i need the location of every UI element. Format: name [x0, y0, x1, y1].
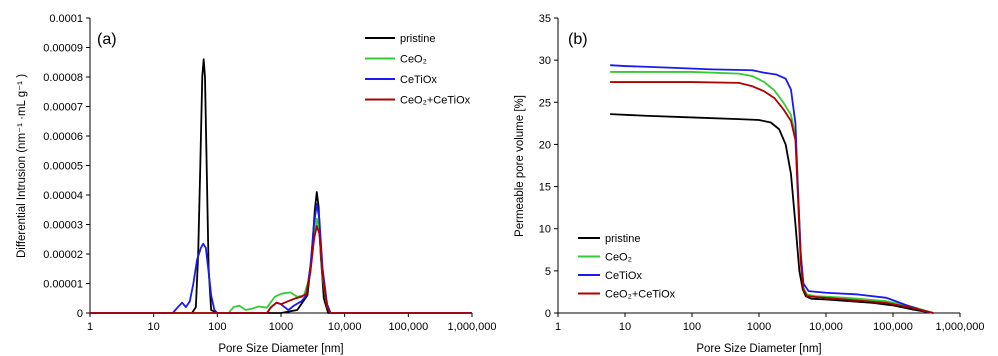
chart-b-series: [610, 64, 934, 314]
chart-a-y-tick-label: 0.00006: [43, 131, 83, 143]
chart-a-panel-label: (a): [97, 31, 117, 48]
chart-b-y-ticks: 0 5 10 15 20 25 30 35: [539, 13, 558, 320]
chart-b-x-tick-label: 100,000: [873, 321, 913, 333]
chart-a-x-tick-label: 10: [148, 321, 160, 333]
chart-a-legend-label: CeTiOx: [400, 74, 437, 86]
chart-a-y-axis-title: Differential Intrusion (nm⁻¹ ·mL g⁻¹ ): [16, 74, 28, 258]
chart-a-x-tick-label: 1: [87, 321, 93, 333]
chart-a-series-ceo2: [90, 217, 472, 314]
chart-b-y-tick-label: 30: [539, 55, 551, 67]
chart-b-x-tick-label: 1,000,000: [936, 321, 985, 333]
chart-b-legend-label: CeO₂+CeTiOx: [605, 289, 676, 301]
chart-a-legend-label: pristine: [400, 33, 435, 45]
chart-b-legend-label: pristine: [605, 233, 640, 245]
chart-b-legend-label: CeTiOx: [605, 270, 642, 282]
chart-b-x-tick-label: 1: [555, 321, 561, 333]
chart-a-x-tick-label: 10,000: [328, 321, 362, 333]
chart-b-y-tick-label: 15: [539, 182, 551, 194]
chart-b-x-tick-label: 1000: [747, 321, 771, 333]
chart-a-y-tick-label: 0.00003: [43, 220, 83, 232]
chart-a-y-ticks: 0 0.00001 0.00002 0.00003 0.00004 0.00005 0.00…: [43, 13, 90, 320]
chart-b-series-ceo2-cetiox: [610, 81, 934, 314]
chart-a-y-tick-label: 0.00009: [43, 43, 83, 55]
chart-a-y-tick-label: 0.00002: [43, 249, 83, 261]
chart-a-y-tick-label: 0: [77, 308, 83, 320]
chart-b-series-pristine: [610, 113, 934, 314]
chart-b-series-cetiox: [610, 64, 934, 314]
chart-a-y-tick-label: 0.00001: [43, 279, 83, 291]
chart-a-series: [90, 58, 472, 314]
chart-a-x-ticks: 1 10 100 1000 10,000 100,000 1,000,000: [87, 313, 497, 333]
chart-a-y-tick-label: 0.00007: [43, 102, 83, 114]
chart-b-y-tick-label: 5: [545, 266, 551, 278]
chart-a-x-tick-label: 1,000,000: [448, 321, 497, 333]
chart-b-y-tick-label: 0: [545, 308, 551, 320]
chart-panel-b: 0 5 10 15 20 25 30 35 1 10 100 1000 10,000 100,000 1,…: [514, 13, 984, 355]
chart-a-legend-label: CeO₂+CeTiOx: [400, 95, 471, 107]
chart-a-x-tick-label: 100,000: [388, 321, 428, 333]
chart-b-y-tick-label: 20: [539, 139, 551, 151]
chart-b-legend: pristine CeO₂ CeTiOx CeO₂+CeTiOx: [578, 233, 676, 301]
chart-b-y-tick-label: 25: [539, 97, 551, 109]
chart-a-legend-label: CeO₂: [400, 54, 427, 66]
chart-a-y-tick-label: 0.00005: [43, 161, 83, 173]
chart-a-x-axis-title: Pore Size Diameter [nm]: [218, 343, 343, 355]
chart-a-series-cetiox: [90, 202, 472, 314]
chart-b-x-ticks: 1 10 100 1000 10,000 100,000 1,000,000: [555, 313, 985, 333]
chart-a-x-tick-label: 100: [208, 321, 226, 333]
chart-b-y-axis-title: Permeable pore volume [%]: [514, 95, 526, 237]
chart-b-series-ceo2: [610, 71, 934, 314]
chart-b-legend-label: CeO₂: [605, 252, 632, 264]
chart-b-x-tick-label: 100: [683, 321, 701, 333]
chart-b-y-tick-label: 35: [539, 13, 551, 25]
chart-a-y-tick-label: 0.00004: [43, 190, 83, 202]
chart-b-x-axis-title: Pore Size Diameter [nm]: [696, 343, 821, 355]
chart-a-x-tick-label: 1000: [269, 321, 293, 333]
chart-a-y-tick-label: 0.00008: [43, 72, 83, 84]
chart-b-panel-label: (b): [568, 31, 588, 48]
chart-b-y-tick-label: 10: [539, 224, 551, 236]
chart-a-series-ceo2-cetiox: [90, 225, 472, 314]
chart-a-legend: pristine CeO₂ CeTiOx CeO₂+CeTiOx: [365, 33, 471, 107]
chart-panel-a: 0 0.00001 0.00002 0.00003 0.00004 0.00005 0.00…: [16, 13, 496, 355]
chart-a-y-tick-label: 0.0001: [49, 13, 83, 25]
chart-b-x-tick-label: 10,000: [809, 321, 843, 333]
chart-b-x-tick-label: 10: [619, 321, 631, 333]
